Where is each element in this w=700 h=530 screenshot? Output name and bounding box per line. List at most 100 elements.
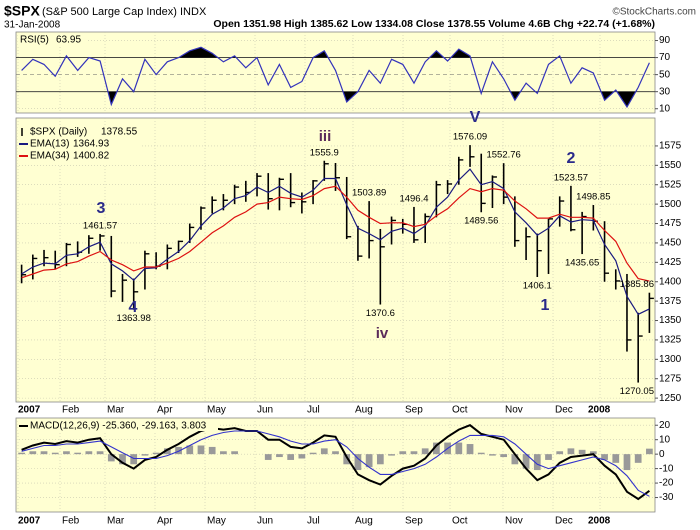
- price-annotation: 1496.4: [399, 193, 428, 204]
- price-annotation: 1555.9: [310, 147, 339, 158]
- histogram-bar: [309, 452, 317, 455]
- plot-area: [15, 31, 656, 114]
- histogram-bar: [63, 451, 70, 455]
- y-tick-label: 1400: [659, 276, 682, 287]
- price-annotation: 1385.86: [620, 279, 654, 290]
- histogram-bar: [410, 451, 418, 455]
- signal-line: [21, 430, 650, 497]
- price-annotation: 1406.1: [523, 281, 552, 292]
- y-tick-label: 1450: [659, 238, 682, 249]
- x-tick-label: Mar: [107, 405, 125, 416]
- y-tick-label: -20: [659, 478, 674, 489]
- legend-value: 1378.55: [101, 127, 138, 138]
- histogram-bar: [29, 451, 37, 455]
- histogram-bar: [208, 446, 216, 455]
- histogram-bar: [287, 454, 295, 460]
- histogram-bar: [634, 454, 642, 463]
- histogram-bar: [332, 451, 339, 455]
- wave-label: 4: [129, 299, 138, 316]
- y-tick-label: 1350: [659, 315, 682, 326]
- histogram-bar: [511, 454, 519, 465]
- histogram-bar: [601, 454, 608, 460]
- date: 31-Jan-2008: [4, 20, 61, 31]
- price-annotation: 1435.65: [565, 258, 599, 269]
- histogram-bar: [298, 454, 306, 459]
- histogram-bar: [500, 454, 508, 458]
- y-tick-label: 1475: [659, 218, 682, 229]
- wave-label: iv: [376, 325, 389, 342]
- x-tick-label: Feb: [62, 516, 80, 527]
- y-tick-label: 1300: [659, 354, 682, 365]
- histogram-bar: [556, 451, 564, 455]
- histogram-bar: [646, 448, 653, 455]
- x-tick-label: 2008: [588, 405, 611, 416]
- histogram-bar: [130, 454, 138, 465]
- chart-subtitle: (S&P 500 Large Cap Index) INDX: [42, 6, 207, 18]
- legend-box: [18, 420, 218, 431]
- histogram-bar: [533, 454, 541, 471]
- ema-line: [21, 185, 650, 282]
- histogram-bar: [96, 451, 104, 455]
- legend-label: MACD(12,26,9) -25.360, -29.163, 3.803: [30, 421, 207, 432]
- y-tick-label: 1425: [659, 257, 682, 268]
- histogram-bar: [343, 454, 351, 465]
- price-annotation: 1498.85: [576, 192, 610, 203]
- quote: Open 1351.98 High 1385.62 Low 1334.08 Cl…: [213, 18, 655, 30]
- x-tick-label: Dec: [555, 516, 573, 527]
- histogram-bar: [489, 454, 496, 456]
- y-tick-label: 1550: [659, 160, 682, 171]
- rsi-line: [21, 46, 650, 109]
- histogram-bar: [231, 451, 238, 455]
- histogram-bar: [365, 454, 373, 468]
- y-tick-label: 50: [659, 69, 671, 80]
- wave-label: 2: [567, 150, 576, 167]
- histogram-bar: [40, 451, 48, 455]
- histogram-bar: [466, 444, 474, 455]
- histogram-bar: [376, 454, 384, 465]
- legend-label: EMA(13): [30, 139, 69, 150]
- x-tick-label: Nov: [505, 516, 523, 527]
- histogram-bar: [186, 445, 194, 455]
- legend-label: EMA(34): [30, 151, 69, 162]
- y-tick-label: -10: [659, 463, 674, 474]
- histogram-bar: [276, 454, 283, 458]
- histogram-bar: [455, 442, 463, 455]
- y-tick-label: 20: [659, 420, 671, 431]
- histogram-bar: [141, 454, 149, 456]
- x-tick-label: Jun: [257, 516, 273, 527]
- price-annotation: 1370.6: [366, 308, 395, 319]
- price-annotation: 1363.98: [117, 313, 151, 324]
- histogram-bar: [119, 454, 126, 465]
- price-annotation: 1461.57: [83, 220, 117, 231]
- histogram-bar: [354, 454, 362, 471]
- x-tick-label: Aug: [355, 516, 373, 527]
- y-tick-label: 1375: [659, 296, 682, 307]
- y-tick-label: 30: [659, 86, 671, 97]
- wave-label: 1: [541, 297, 550, 314]
- histogram-bar: [163, 448, 171, 455]
- histogram-bar: [85, 451, 93, 455]
- histogram-bar: [567, 448, 575, 455]
- legend-label: $SPX (Daily): [30, 127, 87, 138]
- y-tick-label: 1575: [659, 141, 682, 152]
- legend-box: [18, 34, 88, 45]
- wave-label: 3: [97, 200, 106, 217]
- y-tick-label: 1525: [659, 179, 682, 190]
- y-tick-label: 90: [659, 35, 671, 46]
- x-tick-label: May: [207, 516, 226, 527]
- x-tick-label: 2007: [18, 516, 41, 527]
- price-annotation: 1489.56: [464, 216, 498, 227]
- histogram-bar: [388, 454, 395, 456]
- histogram-bar: [477, 452, 485, 455]
- histogram-bar: [522, 454, 530, 469]
- price-annotation: 1576.09: [453, 132, 487, 143]
- x-tick-label: Jul: [307, 516, 320, 527]
- legend-box: [18, 126, 140, 164]
- plot-area: [15, 417, 656, 513]
- x-tick-label: Nov: [505, 405, 523, 416]
- x-tick-label: May: [207, 405, 226, 416]
- y-tick-label: 0: [659, 449, 665, 460]
- price-annotation: 1270.05: [620, 386, 654, 397]
- histogram-bar: [74, 452, 82, 455]
